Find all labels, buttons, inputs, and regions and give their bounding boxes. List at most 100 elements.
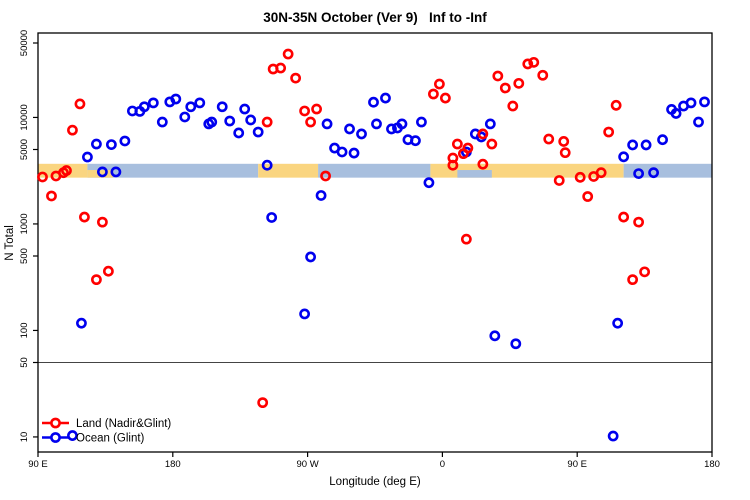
data-point-land <box>261 116 273 128</box>
data-point-ocean <box>170 93 182 105</box>
data-point-ocean <box>386 123 397 135</box>
data-point-land <box>457 148 469 160</box>
data-point-ocean <box>67 430 78 441</box>
data-point-land <box>595 167 607 179</box>
data-point-land <box>492 70 504 82</box>
data-point-ocean <box>321 118 333 130</box>
data-point-land <box>282 48 294 60</box>
data-point-land <box>451 138 463 150</box>
data-point-ocean <box>699 96 710 108</box>
x-tick-label: 90 E <box>567 459 587 470</box>
map-band-ocean <box>87 163 259 178</box>
data-point-ocean <box>315 190 327 201</box>
data-point-ocean <box>110 166 122 178</box>
y-tick-label: 1000 <box>19 213 30 234</box>
data-point-land <box>275 62 287 74</box>
data-point-ocean <box>633 168 645 179</box>
data-point-land <box>97 216 108 228</box>
map-band-ocean <box>318 163 431 178</box>
data-point-ocean <box>344 123 355 135</box>
data-point-land <box>102 265 114 277</box>
y-axis-label: N Total <box>4 225 16 261</box>
data-point-ocean <box>82 151 93 163</box>
legend-marker-ocean <box>50 432 61 443</box>
data-point-ocean <box>245 114 257 126</box>
data-point-land <box>618 211 630 223</box>
data-point-ocean <box>618 151 630 163</box>
y-tick-label: 500 <box>19 248 30 264</box>
plot-border <box>37 32 713 453</box>
data-point-ocean <box>119 135 131 147</box>
chart-title: 30N-35N October (Ver 9) Inf to -Inf <box>263 10 487 25</box>
data-point-ocean <box>648 167 659 179</box>
data-point-ocean <box>138 101 150 113</box>
data-point-ocean <box>607 430 619 442</box>
data-point-ocean <box>97 166 108 178</box>
x-tick-label: 0 <box>440 459 445 470</box>
data-point-land <box>477 128 489 140</box>
data-point-land <box>67 124 78 136</box>
y-tick-label: 10 <box>19 432 30 443</box>
data-point-land <box>74 98 86 110</box>
data-point-land <box>61 165 72 176</box>
data-point-ocean <box>266 212 278 223</box>
data-point-land <box>439 92 451 104</box>
data-point-land <box>299 105 311 117</box>
y-tick-label: 50000 <box>19 30 30 56</box>
data-point-ocean <box>76 317 87 329</box>
data-point-ocean <box>348 147 360 159</box>
data-point-ocean <box>233 127 245 139</box>
data-point-land <box>627 274 639 286</box>
data-point-land <box>558 136 570 147</box>
data-point-land <box>574 171 586 183</box>
data-point-ocean <box>336 146 348 158</box>
data-point-ocean <box>670 108 682 119</box>
data-point-ocean <box>216 101 228 113</box>
data-point-land <box>537 69 549 81</box>
data-point-land <box>79 211 90 223</box>
legend-label-land: Land (Nadir&Glint) <box>76 418 171 430</box>
data-point-ocean <box>484 118 496 130</box>
data-point-ocean <box>105 139 117 150</box>
data-point-ocean <box>252 126 264 138</box>
data-point-land <box>460 233 472 245</box>
data-point-land <box>486 138 498 150</box>
map-band-ocean <box>623 163 712 178</box>
data-point-ocean <box>261 159 273 171</box>
data-point-ocean <box>371 118 382 130</box>
data-point-ocean <box>239 103 251 115</box>
data-point-land <box>639 266 650 278</box>
y-tick-label: 5000 <box>19 139 30 160</box>
data-point-land <box>46 190 57 202</box>
data-point-land <box>305 116 316 128</box>
data-point-land <box>513 77 525 89</box>
x-tick-label: 180 <box>165 459 181 470</box>
map-band-patch-ocean <box>457 170 492 178</box>
data-point-ocean <box>657 134 668 146</box>
data-point-ocean <box>380 92 391 104</box>
data-point-land <box>559 147 571 159</box>
data-point-land <box>522 58 534 70</box>
data-point-ocean <box>368 96 379 108</box>
data-point-land <box>633 216 645 228</box>
data-point-land <box>610 99 622 111</box>
data-point-ocean <box>693 116 704 128</box>
data-point-ocean <box>489 330 501 342</box>
data-point-ocean <box>640 139 652 151</box>
data-point-ocean <box>423 177 435 189</box>
data-point-ocean <box>179 111 191 123</box>
data-point-land <box>528 56 540 68</box>
data-point-land <box>37 171 48 183</box>
data-point-land <box>603 126 615 138</box>
data-point-ocean <box>305 251 316 263</box>
data-point-land <box>434 78 445 90</box>
y-tick-label: 10000 <box>19 104 30 130</box>
x-axis-label: Longitude (deg E) <box>329 476 421 488</box>
data-point-ocean <box>299 308 311 320</box>
data-point-land <box>499 82 511 94</box>
data-point-land <box>428 88 439 100</box>
y-tick-label: 100 <box>19 323 30 339</box>
data-point-ocean <box>91 138 102 150</box>
data-point-ocean <box>396 118 408 130</box>
data-point-ocean <box>685 97 697 109</box>
